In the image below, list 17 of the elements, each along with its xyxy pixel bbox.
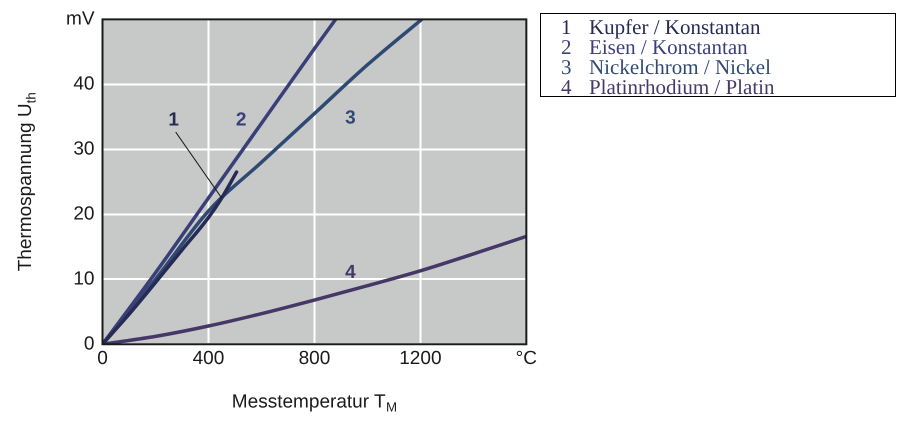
y-tick-label: 40 bbox=[73, 74, 94, 95]
x-tick-label: 800 bbox=[298, 348, 330, 369]
text: 1 Kupfer / Konstantan bbox=[561, 15, 760, 39]
y-axis-title: Thermospannung Uth bbox=[15, 92, 38, 272]
annotation: 3 bbox=[345, 107, 356, 128]
x-tick-label: 1200 bbox=[399, 348, 442, 369]
annotation: 4 bbox=[345, 262, 356, 283]
y-tick-label: 10 bbox=[73, 268, 94, 290]
annotation: 1 bbox=[168, 109, 180, 130]
y-tick-label: mV bbox=[66, 8, 95, 30]
y-tick-label: 20 bbox=[73, 204, 94, 225]
x-tick-label: °C bbox=[516, 348, 538, 369]
y-tick-label: 0 bbox=[84, 333, 94, 354]
x-tick-label: 400 bbox=[192, 348, 224, 369]
x-tick-label: 0 bbox=[97, 348, 108, 369]
y-tick-label: 30 bbox=[73, 138, 94, 160]
annotation: 2 bbox=[236, 109, 246, 130]
